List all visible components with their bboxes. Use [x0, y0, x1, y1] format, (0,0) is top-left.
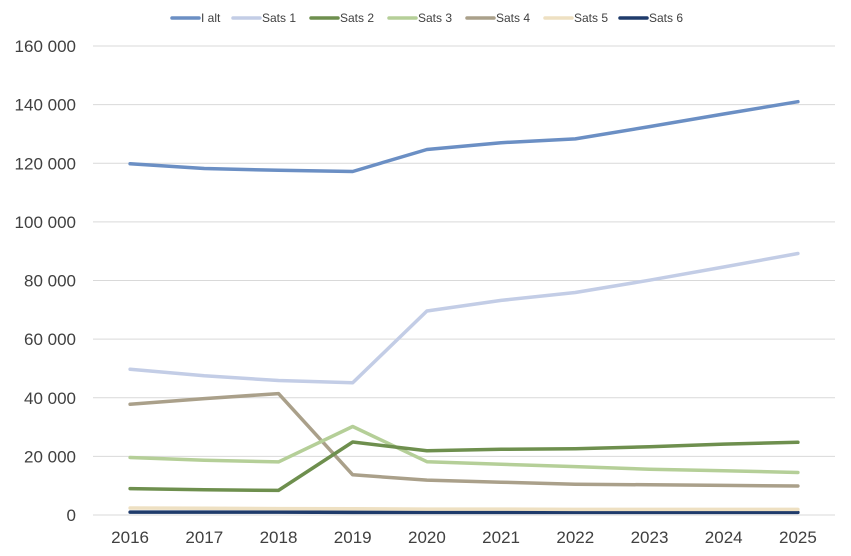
legend-item: Sats 3 — [387, 11, 452, 25]
y-tick-label: 120 000 — [15, 154, 76, 173]
legend-label: Sats 1 — [262, 11, 296, 25]
x-tick-label: 2024 — [705, 528, 743, 547]
legend-label: Sats 2 — [340, 11, 374, 25]
x-tick-label: 2018 — [260, 528, 298, 547]
legend-label: Sats 5 — [574, 11, 608, 25]
legend-label: I alt — [201, 11, 221, 25]
x-tick-label: 2020 — [408, 528, 446, 547]
y-tick-label: 60 000 — [24, 330, 76, 349]
series-line-sats-5 — [128, 506, 800, 512]
legend-item: Sats 1 — [231, 11, 296, 25]
series-line-sats-4 — [128, 391, 800, 488]
y-tick-label: 140 000 — [15, 96, 76, 115]
x-tick-label: 2021 — [482, 528, 520, 547]
series-line-sats-2 — [128, 440, 800, 493]
x-axis-ticks: 2016 2017 2018 2019 2020 2021 2022 2023 2024 2025 — [111, 528, 817, 547]
series-line-sats-3 — [128, 424, 800, 475]
series-lines — [128, 99, 800, 515]
legend-label: Sats 6 — [649, 11, 683, 25]
legend-label: Sats 3 — [418, 11, 452, 25]
y-axis-ticks: 0 20 000 40 000 60 000 80 000 100 000 120 000 1… — [15, 37, 76, 525]
x-tick-label: 2016 — [111, 528, 149, 547]
x-tick-label: 2023 — [631, 528, 669, 547]
y-tick-label: 40 000 — [24, 389, 76, 408]
y-tick-label: 20 000 — [24, 447, 76, 466]
y-tick-label: 160 000 — [15, 37, 76, 56]
legend-label: Sats 4 — [496, 11, 530, 25]
legend-item: Sats 6 — [618, 11, 683, 25]
x-tick-label: 2017 — [185, 528, 223, 547]
legend-item: Sats 5 — [543, 11, 608, 25]
series-line-sats-1 — [128, 251, 800, 385]
legend-item: I alt — [170, 11, 221, 25]
gridlines — [93, 45, 835, 516]
y-tick-label: 0 — [67, 506, 76, 525]
x-tick-label: 2025 — [779, 528, 817, 547]
y-tick-label: 100 000 — [15, 213, 76, 232]
legend: I alt Sats 1 Sats 2 Sats 3 Sats 4 Sats 5 Sats … — [170, 11, 683, 25]
series-line-i-alt — [128, 99, 800, 174]
x-tick-label: 2019 — [334, 528, 372, 547]
legend-item: Sats 4 — [465, 11, 530, 25]
y-tick-label: 80 000 — [24, 272, 76, 291]
x-tick-label: 2022 — [556, 528, 594, 547]
legend-item: Sats 2 — [309, 11, 374, 25]
